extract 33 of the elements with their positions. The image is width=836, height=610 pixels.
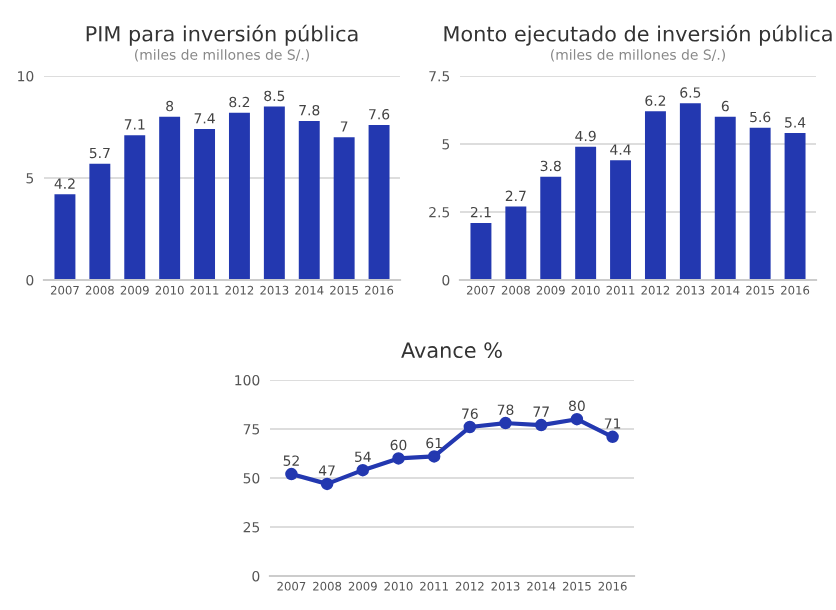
point — [356, 463, 370, 477]
point — [499, 416, 512, 430]
bar — [714, 116, 736, 280]
bar — [679, 103, 701, 280]
bar — [749, 127, 771, 280]
chart-title: Monto ejecutado de inversión pública — [444, 24, 832, 46]
point — [320, 477, 334, 491]
point — [534, 418, 548, 432]
bar — [89, 163, 111, 280]
bar — [333, 137, 355, 280]
point — [285, 467, 298, 481]
bar — [784, 133, 806, 280]
bar — [263, 106, 285, 280]
point — [463, 420, 477, 434]
chart-title: Avance % — [401, 342, 502, 359]
bar — [540, 176, 562, 280]
point — [392, 452, 405, 465]
point — [606, 430, 619, 444]
bar — [575, 146, 597, 280]
bar — [194, 129, 216, 280]
point — [570, 412, 584, 426]
bar — [505, 206, 527, 280]
bar — [298, 120, 320, 280]
bar — [124, 135, 146, 280]
bar — [644, 111, 666, 280]
bar — [368, 124, 390, 280]
chart-title: PIM para inversión pública — [86, 24, 358, 46]
bar — [159, 116, 181, 280]
point — [427, 450, 441, 463]
bar — [610, 160, 632, 280]
bar — [470, 222, 492, 280]
bar — [228, 112, 250, 280]
bar — [54, 194, 76, 280]
